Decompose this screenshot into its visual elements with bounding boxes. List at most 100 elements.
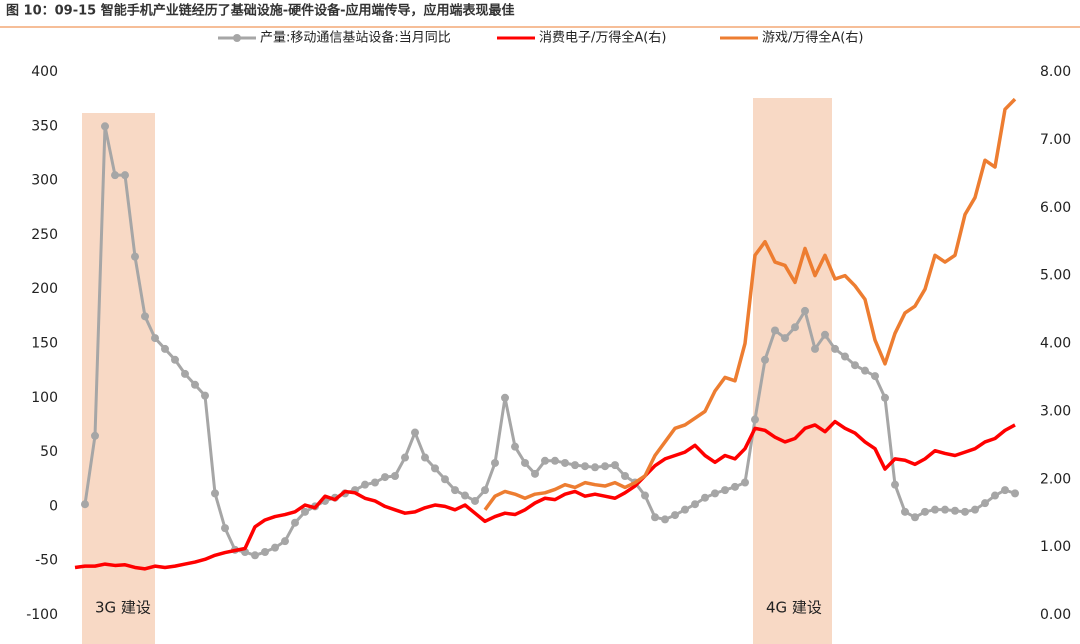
series-line bbox=[74, 419, 1016, 571]
series-marker bbox=[301, 507, 309, 516]
series-marker bbox=[921, 507, 929, 516]
series-marker bbox=[171, 355, 179, 364]
series-marker bbox=[581, 462, 589, 471]
shade-3g bbox=[82, 113, 155, 644]
series-marker bbox=[911, 513, 919, 522]
series-marker bbox=[831, 344, 839, 353]
y2-tick-label: 3.00 bbox=[1040, 403, 1071, 419]
series-marker bbox=[931, 505, 939, 514]
series-marker bbox=[431, 464, 439, 473]
series-marker bbox=[941, 505, 949, 514]
series-marker bbox=[81, 500, 89, 509]
series-marker bbox=[511, 442, 519, 451]
series-marker bbox=[971, 505, 979, 514]
series-marker bbox=[181, 369, 189, 378]
series-marker bbox=[781, 334, 789, 343]
y-tick-label: 200 bbox=[31, 281, 58, 297]
y-tick-label: -50 bbox=[35, 553, 58, 569]
series-marker bbox=[201, 391, 209, 400]
series-marker bbox=[701, 493, 709, 502]
series-marker bbox=[661, 515, 669, 524]
legend-label: 消费电子/万得全A(右) bbox=[539, 30, 666, 46]
series-marker bbox=[751, 415, 759, 424]
legend-label: 游戏/万得全A(右) bbox=[762, 30, 863, 46]
series-line bbox=[483, 97, 1017, 511]
y2-tick-label: 7.00 bbox=[1040, 132, 1071, 148]
series-marker bbox=[881, 393, 889, 402]
series-marker bbox=[561, 458, 569, 467]
series-marker bbox=[421, 453, 429, 462]
y-tick-label: 0 bbox=[49, 498, 58, 514]
series-marker bbox=[791, 323, 799, 332]
y-tick-label: 250 bbox=[31, 227, 58, 243]
series-marker bbox=[591, 463, 599, 472]
y2-tick-label: 5.00 bbox=[1040, 268, 1071, 284]
series-marker bbox=[951, 506, 959, 515]
y-tick-label: -100 bbox=[26, 607, 58, 623]
series-marker bbox=[821, 330, 829, 339]
series-marker bbox=[141, 312, 149, 321]
series-marker bbox=[671, 511, 679, 520]
series-marker bbox=[91, 431, 99, 440]
series-marker bbox=[551, 456, 559, 465]
series-marker bbox=[111, 171, 119, 180]
series-marker bbox=[711, 489, 719, 498]
y2-tick-label: 0.00 bbox=[1040, 607, 1071, 623]
series-marker bbox=[601, 462, 609, 471]
series-marker bbox=[401, 453, 409, 462]
shade-4g bbox=[753, 98, 832, 644]
series-marker bbox=[531, 469, 539, 478]
series-marker bbox=[261, 548, 269, 557]
y-tick-label: 350 bbox=[31, 118, 58, 134]
series-marker bbox=[961, 507, 969, 516]
annotation: 4G 建设 bbox=[766, 599, 822, 617]
series-marker bbox=[991, 491, 999, 500]
y2-tick-label: 4.00 bbox=[1040, 336, 1071, 352]
series-marker bbox=[371, 478, 379, 487]
series-marker bbox=[691, 500, 699, 509]
series-marker bbox=[901, 507, 909, 516]
y-tick-label: 150 bbox=[31, 336, 58, 352]
series-marker bbox=[271, 543, 279, 552]
series-marker bbox=[611, 461, 619, 470]
series-marker bbox=[651, 513, 659, 522]
series-marker bbox=[381, 473, 389, 482]
legend-label: 产量:移动通信基站设备:当月同比 bbox=[260, 30, 451, 46]
chart-title: 图 10：09-15 智能手机产业链经历了基础设施-硬件设备-应用端传导，应用端… bbox=[6, 3, 515, 19]
series-marker bbox=[521, 458, 529, 467]
series-marker bbox=[471, 496, 479, 505]
series-marker bbox=[721, 486, 729, 495]
series-marker bbox=[861, 366, 869, 375]
series-marker bbox=[621, 471, 629, 480]
series-marker bbox=[801, 306, 809, 315]
series-marker bbox=[641, 491, 649, 500]
series-marker bbox=[161, 344, 169, 353]
series-marker bbox=[1001, 486, 1009, 495]
y2-tick-label: 1.00 bbox=[1040, 539, 1071, 555]
series-marker bbox=[811, 344, 819, 353]
series-marker bbox=[191, 380, 199, 389]
series-marker bbox=[221, 524, 229, 533]
series-marker bbox=[731, 482, 739, 491]
y2-tick-label: 8.00 bbox=[1040, 64, 1071, 80]
series-marker bbox=[151, 334, 159, 343]
series-marker bbox=[281, 537, 289, 546]
series-marker bbox=[851, 361, 859, 370]
series-marker bbox=[211, 489, 219, 498]
series-marker bbox=[841, 352, 849, 361]
series-marker bbox=[101, 122, 109, 131]
series-marker bbox=[411, 428, 419, 437]
series-marker bbox=[461, 491, 469, 500]
series-marker bbox=[491, 458, 499, 467]
series-marker bbox=[131, 252, 139, 261]
series-marker bbox=[541, 456, 549, 465]
series-marker bbox=[361, 480, 369, 489]
y2-tick-label: 6.00 bbox=[1040, 200, 1071, 216]
series-marker bbox=[121, 171, 129, 180]
y-tick-label: 300 bbox=[31, 173, 58, 189]
series-marker bbox=[291, 518, 299, 527]
series-marker bbox=[981, 499, 989, 508]
series-marker bbox=[871, 372, 879, 381]
series-marker bbox=[501, 393, 509, 402]
